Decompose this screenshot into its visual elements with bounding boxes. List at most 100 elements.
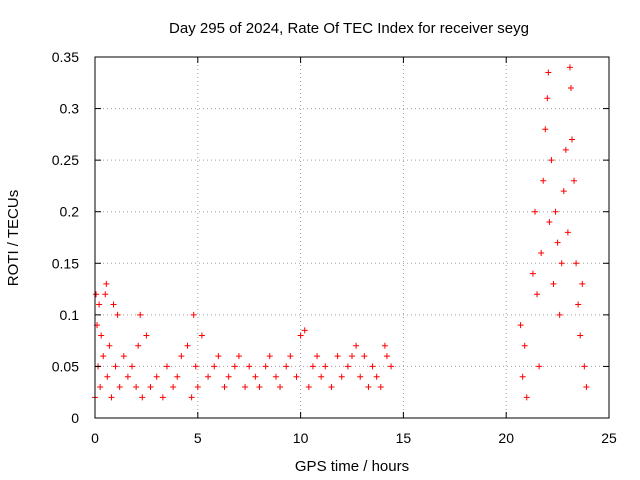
grid-lines xyxy=(95,57,609,418)
y-tick-label: 0.1 xyxy=(60,307,80,323)
x-tick-label: 0 xyxy=(91,430,99,446)
data-point xyxy=(568,136,575,143)
data-point xyxy=(550,280,557,287)
data-point xyxy=(381,342,388,349)
data-point xyxy=(305,384,312,391)
data-point xyxy=(373,373,380,380)
data-point xyxy=(544,95,551,102)
data-point xyxy=(562,146,569,153)
data-point xyxy=(124,373,131,380)
data-point xyxy=(277,384,284,391)
data-point xyxy=(383,353,390,360)
data-point xyxy=(556,311,563,318)
data-point xyxy=(579,280,586,287)
data-point xyxy=(194,384,201,391)
data-point xyxy=(178,353,185,360)
data-point xyxy=(272,373,279,380)
data-point xyxy=(542,126,549,133)
data-point xyxy=(143,332,150,339)
x-tick-label: 25 xyxy=(601,430,617,446)
data-point xyxy=(139,394,146,401)
data-point xyxy=(334,353,341,360)
data-point xyxy=(353,342,360,349)
data-point xyxy=(388,363,395,370)
data-point xyxy=(225,373,232,380)
data-point xyxy=(523,394,530,401)
data-point xyxy=(301,327,308,334)
data-points xyxy=(92,64,590,401)
data-point xyxy=(349,353,355,360)
data-point xyxy=(147,384,154,391)
x-tick-label: 10 xyxy=(293,430,309,446)
data-point xyxy=(369,363,376,370)
data-point xyxy=(256,384,263,391)
data-point xyxy=(293,373,300,380)
x-axis-label: GPS time / hours xyxy=(295,458,409,475)
chart-title: Day 295 of 2024, Rate Of TEC Index for r… xyxy=(169,20,529,37)
data-point xyxy=(262,363,269,370)
data-point xyxy=(192,363,199,370)
y-tick-label: 0.25 xyxy=(52,152,79,168)
y-tick-label: 0.3 xyxy=(60,101,80,117)
axis-ticks: 0 5 10 15 20 25 0 0.05 0.1 0.15 0.2 0.25 0.3 0.35 xyxy=(52,49,617,446)
data-point xyxy=(344,363,351,370)
data-point xyxy=(235,353,242,360)
data-point xyxy=(309,363,316,370)
data-point xyxy=(184,342,191,349)
data-point xyxy=(252,373,259,380)
data-point xyxy=(297,332,304,339)
data-point xyxy=(338,373,345,380)
data-point xyxy=(529,270,536,277)
data-point xyxy=(246,363,253,370)
data-point xyxy=(129,363,136,370)
data-point xyxy=(153,373,160,380)
data-point xyxy=(548,157,555,164)
x-tick-label: 15 xyxy=(396,430,412,446)
data-point xyxy=(98,332,105,339)
y-axis-label: ROTI / TECUs xyxy=(5,190,22,286)
data-point xyxy=(287,353,294,360)
data-point xyxy=(96,301,103,308)
data-point xyxy=(538,249,545,256)
data-point xyxy=(283,363,290,370)
x-tick-label: 20 xyxy=(498,430,514,446)
data-point xyxy=(566,64,573,71)
data-point xyxy=(328,384,335,391)
data-point xyxy=(102,291,109,298)
data-point xyxy=(377,384,384,391)
y-tick-label: 0.35 xyxy=(52,49,79,65)
data-point xyxy=(558,260,565,267)
data-point xyxy=(112,363,119,370)
data-point xyxy=(93,291,100,298)
data-point xyxy=(133,384,140,391)
data-point xyxy=(581,363,588,370)
data-point xyxy=(519,373,526,380)
data-point xyxy=(531,208,538,215)
y-tick-label: 0 xyxy=(71,410,79,426)
data-point xyxy=(163,363,170,370)
data-point xyxy=(190,311,197,318)
data-point xyxy=(174,373,181,380)
data-point xyxy=(318,373,325,380)
data-point xyxy=(322,363,329,370)
data-point xyxy=(583,384,590,391)
y-tick-label: 0.05 xyxy=(52,358,79,374)
data-point xyxy=(517,322,524,329)
data-point xyxy=(170,384,177,391)
data-point xyxy=(135,342,142,349)
data-point xyxy=(108,394,115,401)
y-tick-label: 0.15 xyxy=(52,255,79,271)
data-point xyxy=(103,280,110,287)
data-point xyxy=(97,384,104,391)
data-point xyxy=(577,332,584,339)
data-point xyxy=(215,353,222,360)
data-point xyxy=(554,239,561,246)
data-point xyxy=(242,384,249,391)
data-point xyxy=(211,363,218,370)
data-point xyxy=(137,311,144,318)
data-point xyxy=(221,384,228,391)
data-point xyxy=(560,188,567,195)
data-point xyxy=(266,353,273,360)
data-point xyxy=(575,301,582,308)
